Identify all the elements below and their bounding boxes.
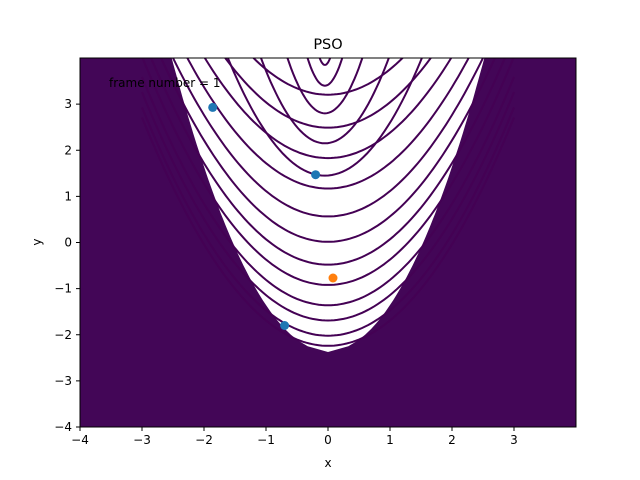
contour-line [171,58,485,218]
x-axis-ticks: −4 −3 −2 −1 0 1 2 3 [71,427,518,447]
contour-line [203,58,453,160]
contour-line [318,58,332,66]
frame-number-annotation: frame number = 1 [109,76,221,90]
scatter-point [208,102,218,112]
x-tick-label: −3 [133,433,151,447]
x-tick-label: 1 [386,433,394,447]
contour-line [160,58,496,243]
x-tick-label: 3 [510,433,518,447]
contour-line [141,117,515,347]
scatter-point [328,273,338,283]
scatter-point [311,170,321,180]
contour-line [306,58,344,87]
contour-line [286,58,364,115]
y-tick-label: −3 [54,374,72,388]
contour-line [224,58,432,129]
y-tick-label: −1 [54,282,72,296]
contour-line [141,91,515,322]
contour-line [141,76,515,307]
x-axis-label: x [324,456,331,470]
contour-line [149,58,507,266]
y-axis-label: y [30,238,44,245]
y-tick-label: 1 [64,189,72,203]
x-tick-label: 2 [448,433,456,447]
y-tick-label: −2 [54,328,72,342]
y-axis-ticks: −4 −3 −2 −1 0 1 2 3 [54,97,80,434]
x-tick-label: 0 [324,433,332,447]
contour-line [141,58,515,286]
y-tick-label: 2 [64,143,72,157]
y-tick-label: −4 [54,420,72,434]
contour-line [259,58,390,145]
scatter-point [280,321,290,330]
contour-line [226,58,423,177]
contour-line [141,107,515,337]
contour-line [186,58,470,190]
contour-background [80,58,576,427]
contour-line [252,58,404,96]
scatter-points [208,102,338,330]
chart-title: PSO [313,37,342,53]
x-tick-label: −1 [257,433,275,447]
y-tick-label: 3 [64,97,72,111]
y-tick-label: 0 [64,236,72,250]
x-tick-label: −2 [195,433,213,447]
x-tick-label: −4 [71,433,89,447]
